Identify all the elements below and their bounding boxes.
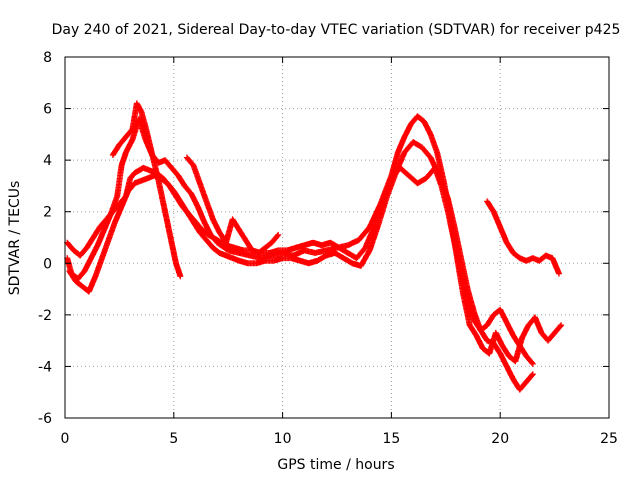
data-layer	[64, 100, 565, 393]
data-point-markers	[484, 198, 562, 277]
chart-title: Day 240 of 2021, Sidereal Day-to-day VTE…	[52, 22, 621, 38]
data-point-markers	[66, 139, 536, 393]
series-track-5	[183, 154, 282, 256]
series-track-4	[109, 100, 184, 280]
x-tick-label: 25	[600, 431, 618, 447]
x-axis-label: GPS time / hours	[277, 457, 394, 473]
data-point-markers	[183, 154, 282, 256]
plot-frame	[64, 56, 610, 419]
series-track-2	[64, 164, 536, 367]
series-track-6	[484, 198, 562, 277]
y-tick-label: 6	[43, 102, 52, 118]
x-tick-label: 10	[274, 431, 292, 447]
x-tick-label: 20	[491, 431, 509, 447]
grid-layer	[65, 57, 609, 418]
y-tick-label: -2	[38, 308, 52, 324]
tick-layer: 0 5 10 15 20 25 -6 -4 -2 0 2 4 6 8	[38, 50, 618, 447]
x-tick-label: 5	[169, 431, 178, 447]
y-tick-label: 4	[43, 153, 52, 169]
series-track-1	[64, 113, 565, 365]
data-point-markers	[109, 100, 184, 280]
y-tick-label: 2	[43, 205, 52, 221]
series-track-3	[66, 139, 536, 393]
y-axis-label: SDTVAR / TECUs	[7, 181, 23, 296]
y-tick-label: 8	[43, 50, 52, 66]
y-tick-label: -6	[38, 411, 52, 427]
data-point-markers	[64, 164, 536, 367]
x-tick-label: 15	[382, 431, 400, 447]
y-tick-label: -4	[38, 359, 52, 375]
x-tick-label: 0	[61, 431, 70, 447]
y-tick-label: 0	[43, 256, 52, 272]
data-point-markers	[64, 113, 565, 365]
